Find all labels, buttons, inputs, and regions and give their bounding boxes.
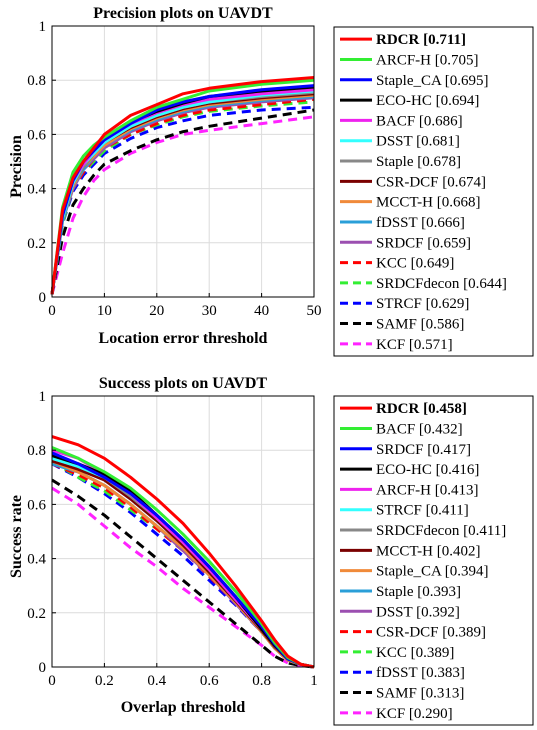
legend-entry: BACF [0.432]: [376, 421, 463, 437]
legend-entry: STRCF [0.629]: [376, 296, 469, 312]
legend-entry: SRDCFdecon [0.644]: [376, 276, 507, 292]
legend-entry: KCF [0.290]: [376, 706, 453, 722]
x-tick-label: 30: [202, 303, 217, 319]
legend-entry: Staple [0.393]: [376, 584, 461, 600]
y-tick-label: 0: [39, 290, 47, 306]
legend-entry: ECO-HC [0.416]: [376, 462, 479, 478]
x-tick-label: 50: [307, 303, 322, 319]
series-line: [51, 486, 315, 669]
legend-entry: SRDCF [0.659]: [376, 235, 471, 251]
y-tick-label: 0.4: [27, 552, 46, 568]
legend-entry: KCC [0.649]: [376, 256, 454, 272]
y-tick-label: 0.8: [27, 443, 46, 459]
y-tick-label: 1: [39, 19, 47, 35]
x-tick-label: 0.6: [200, 673, 219, 689]
y-axis-label: Precision: [8, 135, 25, 198]
series-line: [50, 78, 315, 295]
legend-entry: BACF [0.686]: [376, 113, 463, 129]
series-line: [50, 105, 315, 295]
legend-entry: STRCF [0.411]: [376, 503, 469, 519]
axes-box: [51, 395, 315, 668]
legend-entry: fDSST [0.383]: [376, 665, 465, 681]
legend-entry: KCC [0.389]: [376, 645, 454, 661]
legend-entry: CSR-DCF [0.389]: [376, 625, 486, 641]
legend-entry: ARCF-H [0.705]: [376, 52, 479, 68]
legend-entry: fDSST [0.666]: [376, 215, 465, 231]
y-tick-label: 0.2: [27, 606, 46, 622]
legend-entry: RDCR [0.711]: [376, 32, 466, 48]
legend-entry: Staple_CA [0.695]: [376, 73, 489, 89]
plot-area: [52, 396, 314, 667]
legend-entry: DSST [0.681]: [376, 134, 460, 150]
x-tick-label: 1: [310, 673, 318, 689]
y-tick-label: 0: [39, 660, 47, 676]
x-axis-label: Overlap threshold: [121, 699, 246, 716]
y-tick-label: 0.4: [27, 182, 46, 198]
axes-box: [51, 25, 315, 298]
success-chart: 0 0.2 0.4 0.6 0.8 1 0 0.2 0.4 0.6 0.8 1 Success plot…: [8, 375, 534, 726]
legend-entry: SRDCF [0.417]: [376, 442, 471, 458]
legend-entry: KCF [0.571]: [376, 337, 453, 353]
y-tick-label: 0.8: [27, 73, 46, 89]
y-tick-label: 0.2: [27, 236, 46, 252]
x-tick-label: 0.4: [147, 673, 166, 689]
y-axis-label: Success rate: [8, 495, 25, 578]
legend-entry: SAMF [0.313]: [376, 686, 464, 702]
legend-entry: MCCT-H [0.668]: [376, 195, 480, 211]
legend-box: [333, 395, 534, 726]
legend-entry: ARCF-H [0.413]: [376, 482, 479, 498]
legend-entry: RDCR [0.458]: [376, 401, 467, 417]
legend-entry: SRDCFdecon [0.411]: [376, 523, 506, 539]
x-tick-label: 0.8: [252, 673, 271, 689]
x-tick-label: 40: [254, 303, 269, 319]
series-line: [51, 435, 315, 669]
legend-entry: Staple [0.678]: [376, 154, 461, 170]
y-tick-label: 0.6: [27, 127, 46, 143]
legend-entry: MCCT-H [0.402]: [376, 543, 480, 559]
legend-entry: Staple_CA [0.394]: [376, 564, 489, 580]
x-tick-label: 0: [48, 303, 56, 319]
chart-title: Success plots on UAVDT: [99, 375, 268, 392]
y-tick-label: 1: [39, 389, 47, 405]
series-line: [51, 459, 315, 669]
legend-entry: DSST [0.392]: [376, 604, 460, 620]
precision-chart: 0 10 20 30 40 50 0 0.2 0.4 0.6 0.8 1 Precision plots…: [8, 5, 534, 357]
series-line: [50, 76, 315, 295]
x-tick-label: 10: [97, 303, 112, 319]
series-line: [50, 108, 315, 295]
legend-box: [333, 26, 534, 357]
series-line: [51, 478, 315, 669]
x-tick-label: 20: [149, 303, 164, 319]
legend-entry: ECO-HC [0.694]: [376, 93, 479, 109]
chart-title: Precision plots on UAVDT: [93, 5, 273, 22]
series-line: [50, 115, 315, 295]
legend-entry: SAMF [0.586]: [376, 317, 464, 333]
x-tick-label: 0.2: [95, 673, 114, 689]
x-tick-label: 0: [48, 673, 56, 689]
y-tick-label: 0.6: [27, 497, 46, 513]
x-axis-label: Location error threshold: [99, 330, 268, 347]
legend-entry: CSR-DCF [0.674]: [376, 174, 486, 190]
